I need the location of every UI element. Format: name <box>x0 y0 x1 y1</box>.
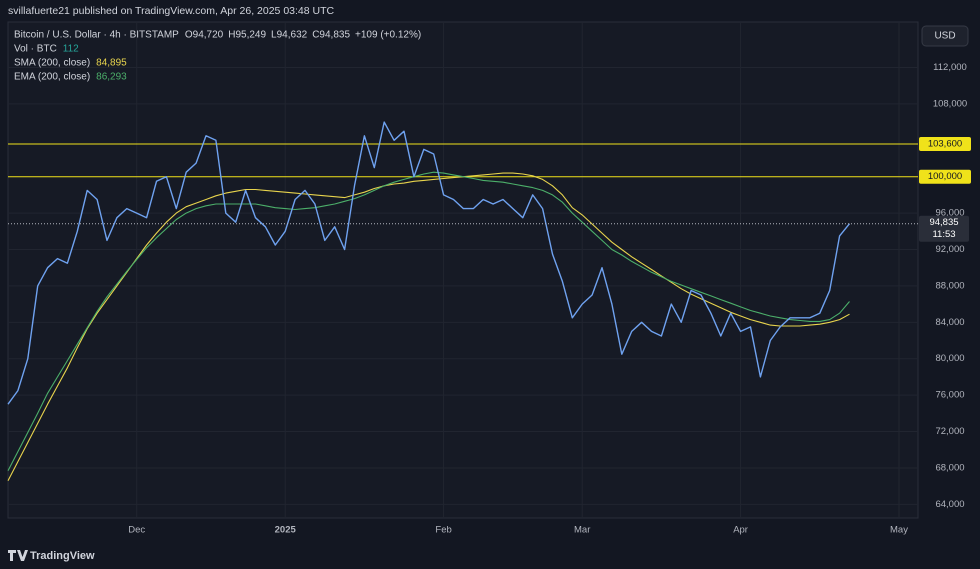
publisher: svillafuerte21 published on TradingView.… <box>8 5 335 17</box>
legend-volume: Vol · BTC <box>14 44 57 55</box>
y-tick-label: 112,000 <box>933 62 967 73</box>
x-tick-label: Mar <box>574 525 590 536</box>
x-tick-label: 2025 <box>275 525 297 536</box>
legend-indicator: EMA (200, close) <box>14 72 90 83</box>
currency-button[interactable] <box>921 25 969 47</box>
x-tick-label: May <box>890 525 908 536</box>
currency[interactable]: USD <box>934 31 955 42</box>
level-label: 100,000 <box>928 171 962 182</box>
plot <box>7 121 918 481</box>
legend: Bitcoin / U.S. Dollar · 4h · BITSTAMP O94… <box>14 30 421 83</box>
y-tick-label: 88,000 <box>935 280 964 291</box>
countdown: 11:53 <box>932 229 955 240</box>
legend-ohlc: O94,720 <box>185 30 224 41</box>
y-tick-label: 80,000 <box>935 353 964 364</box>
legend-ohlc: H95,249 <box>228 30 266 41</box>
legend-symbol: Bitcoin / U.S. Dollar · 4h · BITSTAMP <box>14 30 179 41</box>
legend-ohlc: C94,835 <box>312 30 350 41</box>
level-label-box <box>919 136 971 151</box>
x-tick-label: Feb <box>435 525 451 536</box>
last-price-label: 94,835 <box>929 217 958 228</box>
legend-indicator-value: 84,895 <box>96 58 127 69</box>
y-tick-label: 84,000 <box>935 317 964 328</box>
y-tick-label: 64,000 <box>935 499 964 510</box>
axes: 64,000 68,000 72,000 76,000 80,000 84,000 88,0… <box>128 62 971 536</box>
x-tick-label: Dec <box>128 525 145 536</box>
plot-area <box>7 21 919 519</box>
y-tick-label: 72,000 <box>935 426 964 437</box>
legend-ohlc: L94,632 <box>271 30 308 41</box>
y-tick-label: 108,000 <box>933 98 967 109</box>
legend-ohlc: +109 (+0.12%) <box>355 30 421 41</box>
y-tick-label: 96,000 <box>935 208 964 219</box>
y-tick-label: 76,000 <box>935 390 964 401</box>
indicator-line <box>7 172 850 481</box>
level-label-box <box>919 169 971 184</box>
legend-indicator-value: 86,293 <box>96 72 127 83</box>
price-line <box>7 121 851 405</box>
footer-brand: TradingView <box>30 550 95 562</box>
indicator-line <box>7 171 850 471</box>
level-label: 103,600 <box>928 138 962 149</box>
last-price-box <box>919 215 969 242</box>
footer-logo <box>8 550 28 561</box>
grid <box>8 22 918 518</box>
y-tick-label: 92,000 <box>935 244 964 255</box>
legend-indicator: SMA (200, close) <box>14 58 90 69</box>
y-tick-label: 68,000 <box>935 462 964 473</box>
x-tick-label: Apr <box>733 525 748 536</box>
legend-volume-value: 112 <box>63 44 79 55</box>
